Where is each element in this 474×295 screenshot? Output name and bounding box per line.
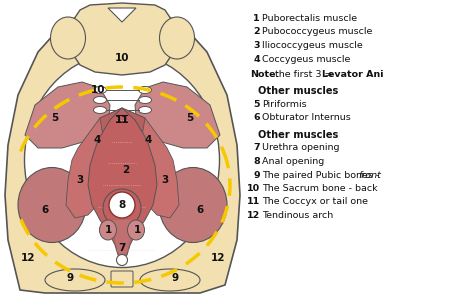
Text: 4: 4	[93, 135, 100, 145]
Circle shape	[103, 189, 141, 227]
Text: 6: 6	[254, 114, 260, 122]
Ellipse shape	[128, 220, 145, 240]
Text: 5: 5	[254, 100, 260, 109]
Text: 10: 10	[247, 184, 260, 193]
Polygon shape	[5, 5, 240, 293]
Text: The paired Pubic bones -: The paired Pubic bones -	[262, 171, 382, 179]
Polygon shape	[68, 3, 175, 75]
Text: Tendinous arch: Tendinous arch	[262, 211, 333, 220]
Polygon shape	[122, 108, 179, 218]
Text: 7: 7	[254, 143, 260, 153]
Text: 8: 8	[118, 200, 126, 210]
Ellipse shape	[93, 96, 107, 104]
Ellipse shape	[159, 168, 227, 242]
Text: 3: 3	[76, 175, 83, 185]
Polygon shape	[25, 82, 110, 148]
Text: The Coccyx or tail one: The Coccyx or tail one	[262, 197, 368, 206]
Text: 1: 1	[133, 225, 141, 235]
Polygon shape	[108, 8, 136, 22]
Ellipse shape	[100, 220, 117, 240]
Text: 5: 5	[51, 113, 59, 123]
Text: 4: 4	[254, 55, 260, 63]
Text: 2: 2	[122, 165, 129, 175]
Text: 3: 3	[161, 175, 169, 185]
Ellipse shape	[138, 96, 152, 104]
Text: Anal opening: Anal opening	[262, 157, 324, 166]
Ellipse shape	[25, 53, 219, 268]
Ellipse shape	[93, 106, 107, 114]
Text: 7: 7	[118, 243, 126, 253]
Text: 3: 3	[254, 41, 260, 50]
Polygon shape	[88, 108, 157, 258]
Polygon shape	[100, 108, 135, 148]
Text: 5: 5	[186, 113, 193, 123]
FancyBboxPatch shape	[111, 271, 133, 287]
Circle shape	[117, 255, 128, 266]
Text: Levator Ani: Levator Ani	[322, 70, 383, 79]
Text: 10: 10	[115, 53, 129, 63]
Text: Puborectalis muscle: Puborectalis muscle	[262, 14, 357, 23]
Text: Pubococcygeus muscle: Pubococcygeus muscle	[262, 27, 373, 37]
Text: 4: 4	[144, 135, 152, 145]
Text: 9: 9	[254, 171, 260, 179]
Polygon shape	[66, 108, 122, 218]
Text: The Sacrum bone - back: The Sacrum bone - back	[262, 184, 378, 193]
Polygon shape	[112, 220, 133, 258]
Ellipse shape	[45, 269, 105, 291]
Text: 6: 6	[41, 205, 49, 215]
Text: Obturator Internus: Obturator Internus	[262, 114, 351, 122]
Text: 12: 12	[247, 211, 260, 220]
Ellipse shape	[159, 17, 194, 59]
Ellipse shape	[18, 168, 86, 242]
Text: Other muscles: Other muscles	[258, 130, 338, 140]
Text: 1: 1	[104, 225, 111, 235]
Ellipse shape	[51, 17, 85, 59]
Text: 12: 12	[21, 253, 35, 263]
Text: Note:: Note:	[250, 70, 279, 79]
Ellipse shape	[138, 106, 152, 114]
Ellipse shape	[138, 86, 152, 94]
Text: 2: 2	[254, 27, 260, 37]
Text: Piriformis: Piriformis	[262, 100, 307, 109]
Text: 9: 9	[66, 273, 73, 283]
Text: 9: 9	[172, 273, 179, 283]
Text: 11: 11	[115, 115, 129, 125]
Ellipse shape	[140, 269, 200, 291]
Ellipse shape	[93, 86, 107, 94]
Text: 11: 11	[115, 115, 129, 125]
Text: Coccygeus muscle: Coccygeus muscle	[262, 55, 350, 63]
Polygon shape	[135, 82, 220, 148]
Text: Iliococcygeus muscle: Iliococcygeus muscle	[262, 41, 363, 50]
Text: front: front	[358, 171, 381, 179]
Text: the first 3 =: the first 3 =	[275, 70, 336, 79]
Text: 11: 11	[247, 197, 260, 206]
Circle shape	[109, 192, 135, 218]
Text: 8: 8	[253, 157, 260, 166]
Text: Urethra opening: Urethra opening	[262, 143, 339, 153]
Text: 10: 10	[91, 85, 105, 95]
Text: Other muscles: Other muscles	[258, 86, 338, 96]
Polygon shape	[110, 108, 145, 148]
Text: 1: 1	[254, 14, 260, 23]
Text: 6: 6	[196, 205, 204, 215]
Text: 12: 12	[211, 253, 225, 263]
